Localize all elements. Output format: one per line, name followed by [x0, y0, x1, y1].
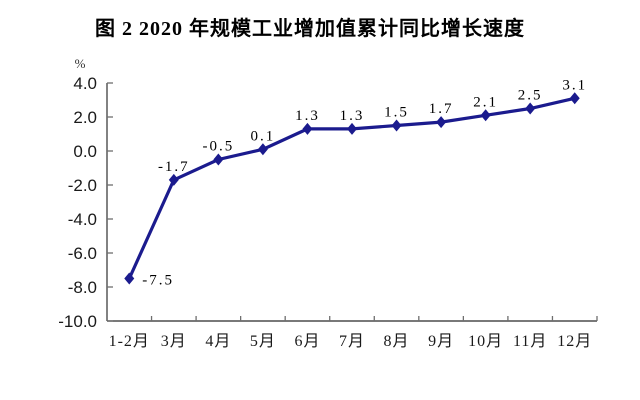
y-tick-label: 0.0: [73, 142, 97, 161]
data-point-marker: [168, 173, 179, 186]
data-point-label: 0.1: [251, 128, 276, 144]
data-point-marker: [436, 116, 447, 129]
data-point-marker: [480, 109, 491, 122]
y-tick-label: 2.0: [73, 108, 97, 127]
data-point-marker: [257, 143, 268, 156]
x-tick-label: 6月: [294, 333, 320, 350]
data-point-label: 2.1: [473, 94, 498, 110]
data-point-marker: [302, 122, 313, 135]
data-point-marker: [391, 119, 402, 132]
y-tick-label: -10.0: [58, 312, 97, 331]
x-tick-label: 9月: [428, 333, 454, 350]
x-tick-label: 10月: [468, 333, 503, 350]
x-tick-label: 5月: [250, 333, 276, 350]
y-axis-unit-label: %: [75, 56, 86, 71]
data-point-label: 3.1: [562, 77, 587, 93]
data-point-label: -1.7: [158, 159, 190, 175]
x-tick-label: 7月: [339, 333, 365, 350]
data-point-marker: [124, 272, 135, 285]
x-tick-label: 12月: [557, 333, 592, 350]
data-point-marker: [525, 102, 536, 115]
data-point-label: 1.3: [340, 108, 365, 124]
y-tick-label: 4.0: [73, 74, 97, 93]
data-point-label: -0.5: [202, 139, 234, 155]
x-tick-label: 1-2月: [109, 333, 150, 350]
y-tick-label: -8.0: [68, 278, 97, 297]
x-tick-label: 11月: [513, 333, 547, 350]
data-point-label: 1.7: [429, 101, 454, 117]
y-tick-label: -6.0: [68, 244, 97, 263]
data-point-label: -7.5: [142, 273, 174, 289]
x-tick-label: 4月: [205, 333, 231, 350]
y-tick-label: -4.0: [68, 210, 97, 229]
data-point-marker: [213, 153, 224, 166]
y-tick-label: -2.0: [68, 176, 97, 195]
data-point-marker: [347, 122, 357, 135]
data-point-marker: [569, 92, 580, 105]
data-point-label: 1.5: [384, 105, 409, 121]
chart-title: 图 2 2020 年规模工业增加值累计同比增长速度: [95, 18, 525, 40]
x-tick-label: 8月: [384, 333, 410, 350]
x-tick-label: 3月: [161, 333, 187, 350]
data-point-label: 1.3: [295, 108, 320, 124]
data-point-label: 2.5: [518, 88, 543, 104]
